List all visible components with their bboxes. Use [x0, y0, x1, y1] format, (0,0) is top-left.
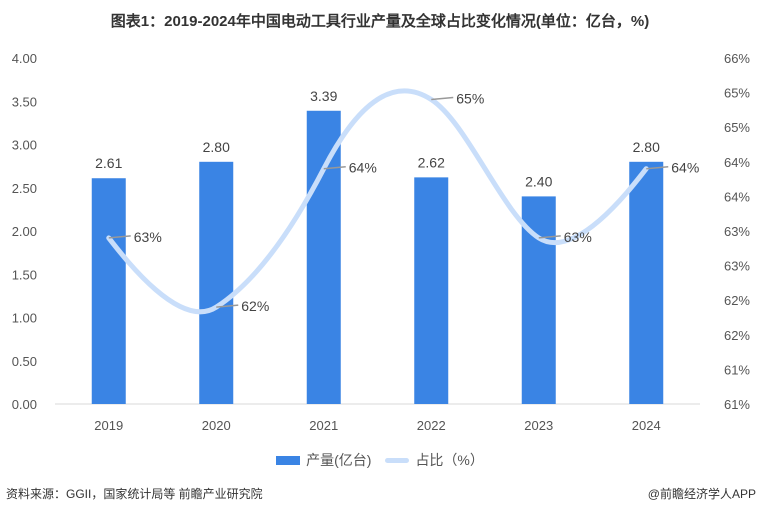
- line-data-label: 64%: [349, 160, 377, 176]
- line-data-label: 64%: [671, 160, 699, 176]
- line-label-leader: [646, 165, 669, 170]
- x-tick-label: 2022: [417, 418, 446, 433]
- left-tick-label: 2.50: [12, 181, 37, 196]
- right-tick-label: 63%: [724, 259, 750, 274]
- left-tick-label: 4.00: [12, 51, 37, 66]
- right-tick-label: 63%: [724, 224, 750, 239]
- right-tick-label: 66%: [724, 51, 750, 66]
- right-tick-label: 62%: [724, 328, 750, 343]
- legend-bar-label: 产量(亿台): [306, 452, 372, 468]
- line-label-leader: [216, 304, 239, 308]
- line-label-leader: [538, 235, 561, 239]
- line-data-label: 65%: [456, 91, 484, 107]
- bar-2022: [414, 177, 449, 404]
- line-label-leader: [431, 96, 454, 101]
- bar-data-label: 2.80: [633, 139, 660, 155]
- right-tick-label: 65%: [724, 86, 750, 101]
- line-data-label: 63%: [564, 229, 592, 245]
- left-tick-label: 1.50: [12, 267, 37, 282]
- right-tick-label: 64%: [724, 155, 750, 170]
- legend: 产量(亿台) 占比（%）: [0, 450, 760, 470]
- legend-line-swatch: [385, 457, 410, 463]
- bar-2019: [91, 178, 126, 404]
- line-data-label: 62%: [241, 298, 269, 314]
- right-tick-label: 64%: [724, 189, 750, 204]
- bar-data-label: 2.61: [95, 155, 122, 171]
- bar-2020: [199, 161, 234, 404]
- bar-data-label: 3.39: [310, 88, 337, 104]
- x-tick-label: 2020: [202, 418, 231, 433]
- bar-2024: [629, 161, 664, 404]
- line-label-leader: [323, 165, 346, 170]
- right-tick-label: 62%: [724, 293, 750, 308]
- right-tick-label: 65%: [724, 120, 750, 135]
- left-tick-label: 3.50: [12, 94, 37, 109]
- legend-bar-swatch: [276, 455, 301, 465]
- right-tick-label: 61%: [724, 362, 750, 377]
- left-tick-label: 0.50: [12, 354, 37, 369]
- x-tick-label: 2023: [524, 418, 553, 433]
- bar-data-label: 2.62: [418, 154, 445, 170]
- x-tick-label: 2024: [632, 418, 661, 433]
- right-tick-label: 61%: [724, 397, 750, 412]
- line-data-label: 63%: [134, 229, 162, 245]
- source-note: 资料来源：GGII，国家统计局等 前瞻产业研究院: [6, 487, 263, 501]
- bar-2021: [306, 110, 341, 404]
- x-tick-label: 2021: [309, 418, 338, 433]
- left-tick-label: 3.00: [12, 138, 37, 153]
- left-tick-label: 1.00: [12, 311, 37, 326]
- x-tick-label: 2019: [94, 418, 123, 433]
- bar-data-label: 2.40: [525, 173, 552, 189]
- chart-title: 图表1：2019-2024年中国电动工具行业产量及全球占比变化情况(单位：亿台，…: [110, 13, 650, 30]
- bar-data-label: 2.80: [203, 139, 230, 155]
- credit-note: @前瞻经济学人APP: [647, 487, 756, 501]
- left-tick-label: 0.00: [12, 397, 37, 412]
- share-line: [106, 88, 649, 315]
- line-label-leader: [108, 235, 131, 239]
- legend-line-label: 占比（%）: [415, 452, 484, 468]
- left-tick-label: 2.00: [12, 224, 37, 239]
